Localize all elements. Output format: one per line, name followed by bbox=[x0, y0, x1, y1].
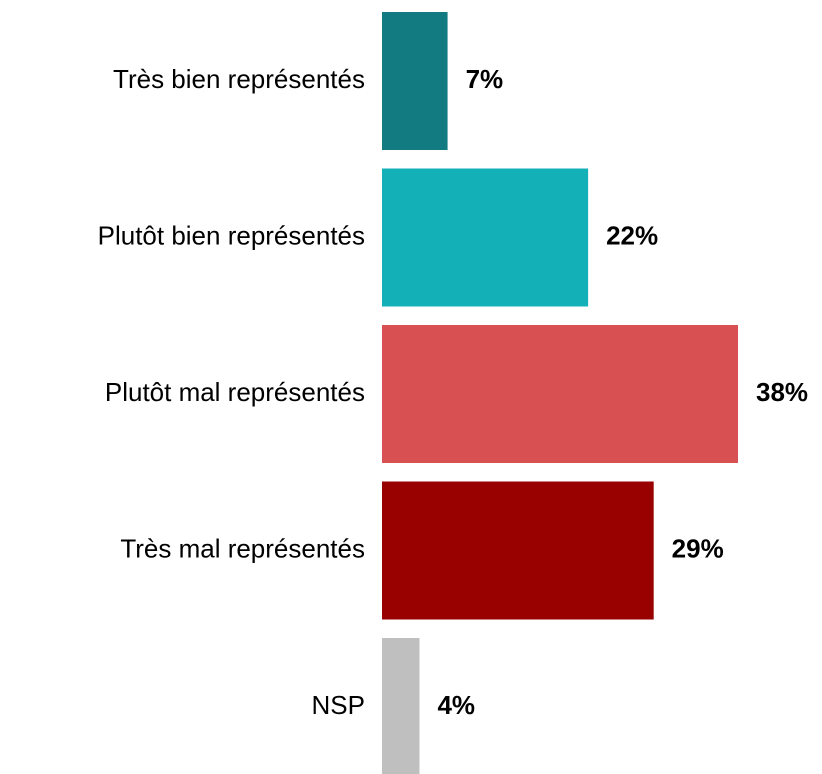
bar bbox=[382, 325, 738, 463]
bar bbox=[382, 481, 654, 620]
bar bbox=[382, 12, 448, 150]
category-label: Très mal représentés bbox=[120, 533, 365, 563]
category-label: NSP bbox=[312, 690, 365, 720]
category-label: Plutôt bien représentés bbox=[98, 220, 365, 250]
value-label: 29% bbox=[672, 533, 724, 563]
bar bbox=[382, 168, 589, 307]
category-label: Plutôt mal représentés bbox=[105, 377, 365, 407]
category-label: Très bien représentés bbox=[113, 64, 365, 94]
bar bbox=[382, 638, 420, 774]
value-label: 4% bbox=[437, 690, 475, 720]
value-label: 7% bbox=[466, 64, 504, 94]
value-label: 38% bbox=[756, 377, 808, 407]
value-label: 22% bbox=[606, 220, 658, 250]
